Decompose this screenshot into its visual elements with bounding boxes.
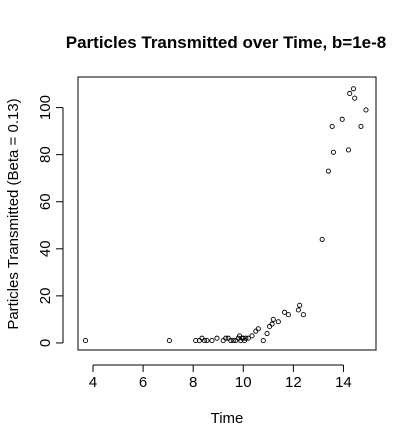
data-point	[269, 321, 275, 327]
data-point	[329, 123, 335, 129]
data-point	[363, 107, 369, 113]
data-point	[282, 309, 288, 315]
data-point	[255, 326, 261, 332]
data-point	[228, 338, 234, 344]
data-point	[275, 319, 281, 325]
data-point	[352, 95, 358, 101]
data-point	[297, 302, 303, 308]
y-tick-label: 100	[37, 95, 54, 120]
data-point	[325, 168, 331, 174]
data-points	[82, 86, 369, 344]
data-point	[330, 149, 336, 155]
y-axis: 0 20 40 60 80 100	[37, 95, 64, 347]
data-point	[319, 236, 325, 242]
data-point	[82, 338, 89, 344]
data-point	[347, 90, 353, 97]
data-point	[243, 335, 249, 341]
data-point	[214, 335, 220, 341]
data-point	[230, 338, 236, 344]
y-tick-label: 20	[37, 288, 54, 305]
data-point	[358, 123, 364, 129]
data-point	[264, 330, 270, 337]
plot-frame	[77, 76, 377, 351]
x-axis: 4 6 8 10 12 14	[89, 364, 352, 391]
data-point	[201, 338, 208, 344]
data-point	[245, 335, 251, 341]
x-tick-label: 14	[335, 374, 352, 391]
x-axis-label: Time	[211, 410, 244, 427]
chart-title: Particles Transmitted over Time, b=1e-8	[66, 33, 386, 52]
data-point	[285, 312, 291, 318]
data-point	[209, 338, 215, 344]
data-point	[260, 338, 266, 344]
data-point	[249, 333, 255, 339]
y-tick-label: 40	[37, 240, 54, 257]
y-tick-label: 60	[37, 193, 54, 210]
data-point	[204, 338, 210, 344]
y-axis-label: Particles Transmitted (Beta = 0.13)	[5, 98, 22, 329]
data-point	[166, 338, 172, 344]
data-point	[350, 86, 357, 92]
x-tick-label: 4	[89, 374, 97, 391]
x-tick-label: 8	[189, 374, 197, 391]
data-point	[270, 316, 276, 322]
x-tick-label: 10	[235, 374, 252, 391]
data-point	[223, 335, 229, 341]
x-tick-label: 12	[285, 374, 302, 391]
data-point	[300, 312, 306, 318]
y-tick-label: 0	[37, 339, 54, 347]
data-point	[339, 116, 345, 122]
data-point	[345, 147, 352, 153]
x-tick-label: 6	[139, 374, 147, 391]
y-tick-label: 80	[37, 146, 54, 163]
data-point	[295, 307, 301, 313]
